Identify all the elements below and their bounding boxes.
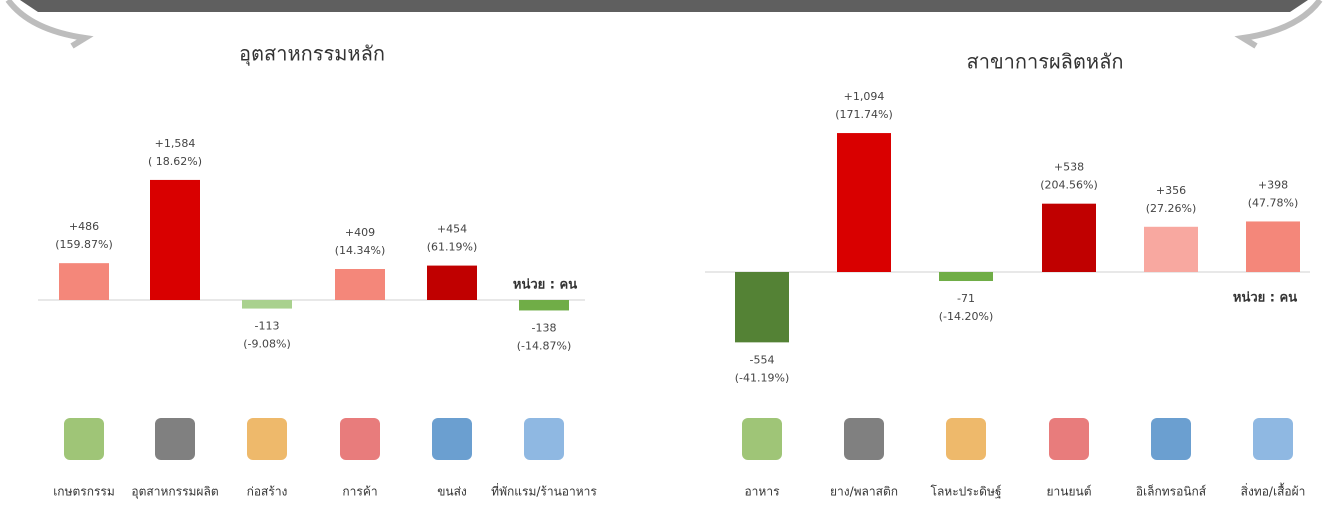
value-label: -113 — [255, 320, 280, 333]
chart-title: อุตสาหกรรมหลัก — [239, 42, 385, 67]
category-label: เกษตรกรรม — [53, 485, 115, 499]
arrow-right — [1234, 0, 1323, 49]
value-label: +538 — [1054, 161, 1084, 174]
chart-title: สาขาการผลิตหลัก — [967, 50, 1124, 74]
category-label: ยาง/พลาสติก — [830, 485, 898, 499]
category-label: อิเล็กทรอนิกส์ — [1136, 484, 1207, 499]
bar — [519, 300, 569, 311]
category-icon — [844, 418, 884, 460]
change-label: (-14.87%) — [517, 339, 572, 352]
change-label: (47.78%) — [1248, 196, 1299, 209]
bar — [1144, 226, 1198, 272]
category-label: ที่พักแรม/ร้านอาหาร — [491, 483, 597, 499]
bar — [335, 268, 385, 300]
value-label: -71 — [957, 292, 975, 305]
category-label: โลหะประดิษฐ์ — [931, 485, 1002, 499]
unit-label: หน่วย : คน — [513, 278, 577, 293]
category-label: ยานยนต์ — [1047, 485, 1092, 499]
value-label: +409 — [345, 226, 375, 239]
value-label: +1,584 — [155, 137, 196, 150]
category-icon — [524, 418, 564, 460]
category-icon — [64, 418, 104, 460]
bar — [59, 263, 109, 300]
category-icon — [946, 418, 986, 460]
bar — [242, 300, 292, 309]
bar — [939, 272, 993, 282]
category-label: ขนส่ง — [437, 485, 467, 499]
value-label: +1,094 — [844, 90, 885, 103]
change-label: (14.34%) — [335, 244, 386, 257]
category-icon — [155, 418, 195, 460]
category-label: ก่อสร้าง — [247, 485, 288, 499]
bar — [735, 272, 789, 343]
value-label: -554 — [750, 353, 775, 366]
change-label: ( 18.62%) — [148, 155, 202, 168]
bar — [150, 179, 200, 300]
change-label: (-14.20%) — [939, 310, 994, 323]
change-label: (-9.08%) — [243, 338, 291, 351]
category-icon — [340, 418, 380, 460]
category-label: อาหาร — [744, 485, 780, 499]
change-label: (61.19%) — [427, 241, 478, 254]
change-label: (27.26%) — [1146, 202, 1197, 215]
value-label: +454 — [437, 223, 467, 236]
change-label: (159.87%) — [55, 238, 113, 251]
bar — [837, 133, 891, 272]
change-label: (171.74%) — [835, 108, 893, 121]
category-icon — [1049, 418, 1089, 460]
value-label: +398 — [1258, 178, 1288, 191]
value-label: -138 — [532, 321, 557, 334]
category-label: สิ่งทอ/เสื้อผ้า — [1241, 483, 1306, 499]
value-label: +486 — [69, 220, 99, 233]
category-label: อุตสาหกรรมผลิต — [131, 485, 218, 500]
bar — [1246, 221, 1300, 272]
category-icon — [247, 418, 287, 460]
category-icon — [432, 418, 472, 460]
unit-label: หน่วย : คน — [1233, 291, 1297, 306]
category-label: การค้า — [342, 485, 377, 499]
change-label: (-41.19%) — [735, 371, 790, 384]
value-label: +356 — [1156, 184, 1186, 197]
bar — [427, 265, 477, 300]
header-band — [20, 0, 1308, 12]
category-icon — [1253, 418, 1293, 460]
arrow-left — [5, 0, 94, 49]
category-icon — [1151, 418, 1191, 460]
bar — [1042, 203, 1096, 272]
category-icon — [742, 418, 782, 460]
change-label: (204.56%) — [1040, 179, 1098, 192]
